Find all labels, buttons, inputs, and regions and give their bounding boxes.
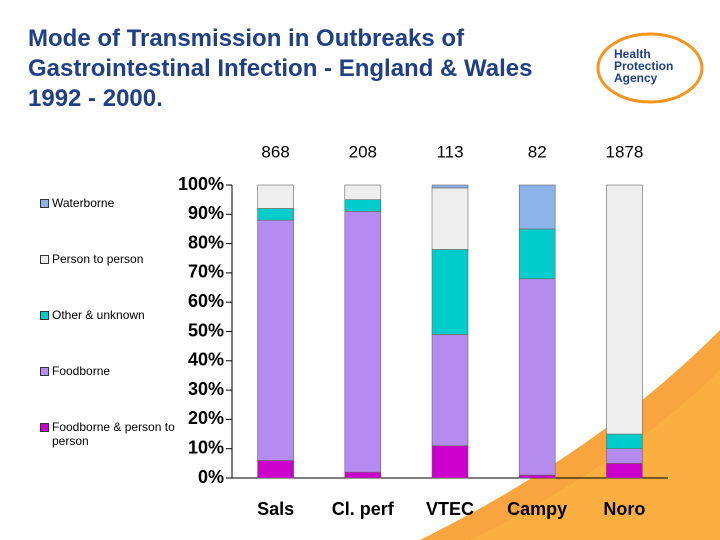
legend-label: Foodborne <box>52 364 111 378</box>
y-tick-label: 0% <box>198 467 224 487</box>
y-tick-label: 60% <box>188 291 224 311</box>
bar-segment <box>606 463 643 479</box>
bar-segment <box>344 184 382 200</box>
bar-segment <box>257 208 294 221</box>
y-tick-label: 10% <box>188 437 224 457</box>
bar-segment <box>431 187 469 250</box>
bar-segment <box>518 474 556 479</box>
legend-swatch <box>40 423 49 432</box>
y-tick-label: 20% <box>188 408 224 428</box>
bar-segment <box>431 249 469 335</box>
bar-segment <box>518 278 556 476</box>
logo-text: Protection <box>614 59 674 73</box>
y-tick-label: 70% <box>188 262 224 282</box>
legend-label: Person to person <box>52 252 144 266</box>
logo-text: Agency <box>614 71 658 85</box>
y-tick-label: 30% <box>188 379 224 399</box>
y-tick-label: 100% <box>178 174 224 194</box>
bar-segment <box>431 184 469 189</box>
bar-segment <box>257 460 294 479</box>
legend-label: Foodborne & person to person <box>52 420 175 448</box>
legend-swatch <box>40 199 49 208</box>
legend-swatch <box>40 255 49 264</box>
bar-segment <box>257 184 294 209</box>
bar-segment <box>606 448 643 464</box>
y-tick-label: 50% <box>188 320 224 340</box>
x-tick-label: VTEC <box>426 499 474 519</box>
legend-swatch <box>40 367 49 376</box>
decor-swoosh <box>470 370 720 540</box>
bar-segment <box>344 211 382 473</box>
bar-segment <box>518 184 556 230</box>
x-tick-label: Campy <box>507 499 567 519</box>
x-tick-label: Noro <box>603 499 645 519</box>
total-label: 868 <box>261 142 289 161</box>
chart-title: Mode of Transmission in Outbreaks of Gas… <box>28 25 533 112</box>
bar-segment <box>257 219 294 461</box>
total-label: 82 <box>528 142 547 161</box>
bar-segment <box>606 184 643 435</box>
legend-label: Other & unknown <box>52 308 145 322</box>
bar-segment <box>344 199 382 212</box>
bar-segment <box>606 433 643 449</box>
bar-segment <box>431 334 469 447</box>
total-label: 208 <box>349 142 377 161</box>
bar-segment <box>431 445 469 479</box>
x-tick-label: Sals <box>257 499 294 519</box>
logo-ring <box>596 32 704 104</box>
bar-segment <box>344 471 382 479</box>
logo-text: Health <box>614 47 651 61</box>
bar-segment <box>518 228 556 280</box>
legend-label: Waterborne <box>52 196 115 210</box>
legend-swatch <box>40 311 49 320</box>
y-tick-label: 80% <box>188 232 224 252</box>
y-tick-label: 40% <box>188 350 224 370</box>
total-label: 113 <box>436 142 463 161</box>
x-tick-label: Cl. perf <box>332 499 395 519</box>
total-label: 1878 <box>605 142 643 161</box>
y-tick-label: 90% <box>188 203 224 223</box>
